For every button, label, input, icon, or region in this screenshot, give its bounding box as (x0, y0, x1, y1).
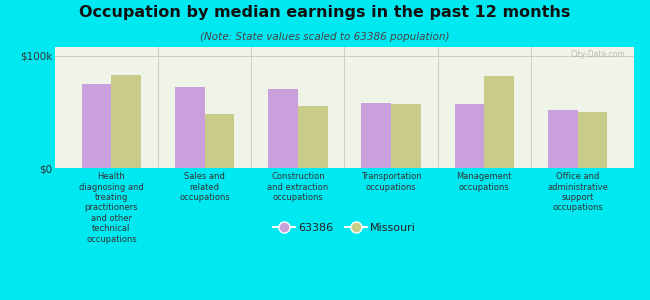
Bar (81, 84, 111, 168)
Text: Occupation by median earnings in the past 12 months: Occupation by median earnings in the pas… (79, 4, 571, 20)
Bar (111, 75, 141, 168)
Legend: 63386, Missouri: 63386, Missouri (268, 219, 421, 238)
Bar (578, 112, 608, 168)
Bar (361, 103, 391, 168)
Bar (268, 89, 298, 168)
Bar (205, 114, 235, 168)
Bar (454, 104, 484, 168)
Text: City-Data.com: City-Data.com (570, 50, 625, 59)
Bar (548, 110, 578, 168)
Bar (175, 87, 205, 168)
Bar (298, 106, 328, 168)
Bar (484, 76, 514, 168)
Bar (391, 104, 421, 168)
Text: (Note: State values scaled to 63386 population): (Note: State values scaled to 63386 popu… (200, 32, 450, 41)
